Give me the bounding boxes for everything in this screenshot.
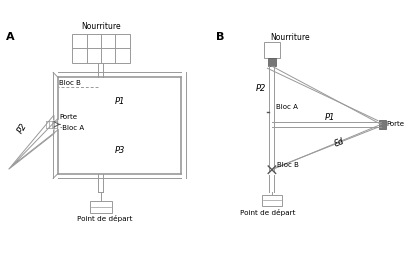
- Text: Bloc B: Bloc B: [277, 162, 299, 168]
- Text: A: A: [6, 32, 15, 42]
- Bar: [90, 201, 112, 213]
- Text: Bloc B: Bloc B: [59, 80, 81, 86]
- Text: P1: P1: [324, 113, 335, 122]
- Text: P2: P2: [255, 84, 266, 94]
- Text: Porte: Porte: [387, 121, 405, 127]
- Text: P3: P3: [330, 133, 343, 145]
- Text: P2: P2: [16, 122, 29, 135]
- Text: Point de départ: Point de départ: [240, 209, 295, 216]
- Text: Point de départ: Point de départ: [77, 215, 133, 222]
- Text: Nourriture: Nourriture: [270, 33, 310, 42]
- Text: Nourriture: Nourriture: [81, 22, 121, 31]
- Bar: [262, 195, 282, 206]
- Text: ·Bloc A: ·Bloc A: [60, 125, 84, 131]
- Bar: [72, 34, 130, 63]
- Bar: [268, 58, 276, 66]
- Text: P1: P1: [114, 97, 125, 106]
- Bar: [379, 120, 386, 129]
- Text: P3: P3: [114, 146, 125, 155]
- Text: Bloc A: Bloc A: [276, 104, 297, 110]
- Text: B: B: [216, 32, 225, 42]
- Text: Porte: Porte: [60, 114, 78, 120]
- Bar: [264, 42, 280, 58]
